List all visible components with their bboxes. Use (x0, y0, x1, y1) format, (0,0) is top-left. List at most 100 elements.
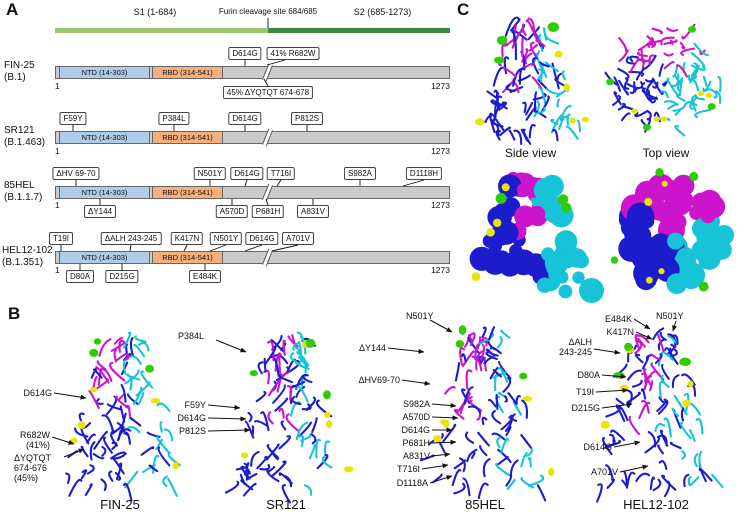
annotation-label: P384L (178, 331, 205, 341)
annotation-label: S982A (402, 399, 430, 409)
variant-lineage: (B.1.463) (4, 137, 46, 148)
mutation-box: A831V (296, 205, 330, 218)
panel-c-label: C (457, 0, 470, 19)
mutation-box: D215G (105, 270, 139, 283)
furin-break-mark (261, 63, 274, 82)
s1-region-bar (55, 28, 268, 33)
annotation-label: N501Y (406, 311, 434, 321)
ntd-label: NTD (14-303) (81, 68, 128, 77)
mutation-box: E484K (188, 270, 222, 283)
spike-bar: NTD (14-303) RBD (314-541) (55, 63, 450, 82)
ntd-segment: NTD (14-303) (59, 66, 150, 79)
bar-end-number: 1273 (431, 265, 450, 275)
mutation-box: ΔALH 243-245 (100, 232, 162, 245)
panel-b-label: B (8, 304, 21, 323)
variant-name-block: 85HEL (B.1.1.7) (4, 180, 58, 204)
annotation-label: D1118A (396, 478, 428, 488)
variant-name: FIN-25 (4, 60, 35, 71)
variant-lineage: (B.1.1.7) (4, 192, 43, 203)
bar-end-number: 1273 (431, 200, 450, 210)
mutation-box: S982A (343, 167, 377, 180)
annotation-label: T19I (575, 387, 594, 397)
variant-lineage: (B.1) (4, 72, 26, 83)
annotation-label: (41%) (25, 440, 50, 450)
furin-break-mark (261, 128, 274, 147)
annotation-label: ΔYQTQT (14, 453, 52, 463)
ntd-label: NTD (14-303) (81, 253, 128, 262)
structure-85hel (419, 325, 555, 502)
annotation-label: K417N (606, 327, 634, 337)
furin-break-mark (261, 248, 274, 267)
ntd-segment: NTD (14-303) (59, 186, 150, 199)
mutation-box: P384L (158, 112, 190, 125)
annotation-label: ΔY144 (358, 343, 386, 353)
annotation-label: D215G (571, 403, 600, 413)
rbd-segment: RBD (314-541) (152, 66, 223, 79)
mutation-box: 41% R682W (266, 47, 320, 60)
bar-start-number: 1 (55, 146, 60, 156)
rbd-label: RBD (314-541) (162, 188, 213, 197)
rbd-label: RBD (314-541) (162, 253, 213, 262)
annotation-label: D614G (583, 442, 612, 452)
mutation-box: D1118H (405, 167, 443, 180)
mutation-box: ΔY144 (83, 205, 117, 218)
ntd-label: NTD (14-303) (81, 188, 128, 197)
annotation-label: P812S (178, 426, 206, 436)
annotation-label: A570D (402, 412, 430, 422)
annotation-label: ΔHV69-70 (358, 375, 400, 385)
annotation-label: ΔALH (568, 337, 592, 347)
structure-label-85hel: 85HEL (465, 497, 505, 512)
s2-region-bar (268, 28, 450, 33)
annotation-label: D80A (577, 370, 600, 380)
bar-start-number: 1 (55, 81, 60, 91)
top-view-label: Top view (642, 146, 690, 160)
annotation-label: N501Y (656, 311, 684, 321)
mutation-box: P812S (290, 112, 324, 125)
ntd-segment: NTD (14-303) (59, 251, 150, 264)
annotation-label: P681H (402, 438, 430, 448)
variant-name: HEL12-102 (2, 245, 53, 256)
rbd-label: RBD (314-541) (162, 133, 213, 142)
mutation-box: T19I (48, 232, 74, 245)
mutation-box: D80A (65, 270, 95, 283)
mutation-box: N501Y (209, 232, 243, 245)
mutation-box: T716I (266, 167, 296, 180)
mutation-box: N501Y (193, 167, 227, 180)
variant-name: SR121 (4, 125, 35, 136)
mutation-box: K417N (170, 232, 204, 245)
annotation-label: D614G (23, 388, 52, 398)
annotation-label: A701V (590, 467, 618, 477)
mutation-box: D614G (245, 232, 279, 245)
spike-bar: NTD (14-303) RBD (314-541) (55, 128, 450, 147)
variant-name-block: SR121 (B.1.463) (4, 125, 58, 149)
s2-region-label: S2 (685-1273) (353, 7, 412, 17)
mutation-box: F59Y (59, 112, 87, 125)
structure-cartoon-side-view (474, 16, 590, 146)
annotation-label: R682W (19, 430, 50, 440)
bar-start-number: 1 (55, 265, 60, 275)
spike-bar: NTD (14-303) RBD (314-541) (55, 183, 450, 202)
annotation-label: E484K (604, 314, 632, 324)
variant-lineage: (B.1.351) (2, 257, 44, 268)
mutation-box: D614G (228, 47, 262, 60)
furin-site-label: Furin cleavage site 684/685 (218, 7, 318, 16)
side-view-label: Side view (504, 146, 557, 160)
ntd-segment: NTD (14-303) (59, 131, 150, 144)
rbd-segment: RBD (314-541) (152, 186, 223, 199)
variant-name: 85HEL (4, 180, 35, 191)
annotation-label: T716I (396, 464, 420, 474)
rbd-segment: RBD (314-541) (152, 131, 223, 144)
structure-label-fin25: FIN-25 (100, 497, 140, 512)
annotation-label: 674-676 (14, 463, 48, 473)
mutation-box: ΔHV 69-70 (52, 167, 100, 180)
annotation-label: D614G (177, 413, 206, 423)
rbd-label: RBD (314-541) (162, 68, 213, 77)
structure-surface-top-view (610, 168, 735, 294)
structure-surface-side-view (469, 171, 604, 303)
furin-break-mark (261, 183, 274, 202)
annotation-label: A831V (402, 451, 430, 461)
ntd-label: NTD (14-303) (81, 133, 128, 142)
s1-region-label: S1 (1-684) (133, 7, 177, 17)
rbd-segment: RBD (314-541) (152, 251, 223, 264)
